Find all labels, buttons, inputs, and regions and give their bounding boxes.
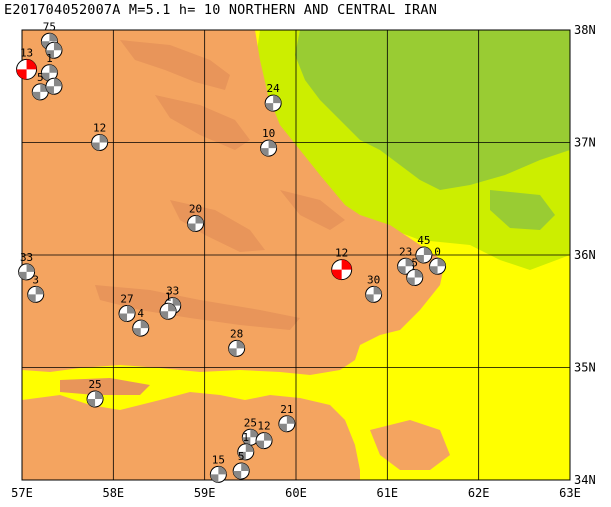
mountain-ridge-3 — [170, 200, 265, 252]
event-depth-label: 24 — [267, 82, 281, 95]
focal-mechanism-beachball: 15 — [209, 453, 227, 483]
event-depth-label: 0 — [434, 245, 441, 258]
focal-mechanism-beachball — [45, 77, 63, 95]
focal-mechanism-beachball: 21 — [278, 403, 296, 433]
longitude-tick-label: 59E — [194, 486, 216, 500]
event-depth-label: 4 — [137, 307, 144, 320]
event-depth-label: 12 — [93, 122, 106, 135]
event-depth-label: 13 — [20, 46, 33, 59]
event-depth-label: 33 — [20, 251, 33, 264]
lat-lon-grid — [22, 30, 570, 480]
event-depth-label: 28 — [230, 327, 243, 340]
event-depth-label: 45 — [417, 234, 430, 247]
main-event-beachball: 12 — [331, 247, 353, 281]
longitude-tick-label: 62E — [468, 486, 490, 500]
focal-mechanism-beachball: 10 — [260, 127, 278, 157]
event-depth-label: 5 — [37, 71, 44, 84]
focal-mechanism-beachball: 30 — [365, 273, 383, 303]
mountain-ridge-4 — [95, 285, 300, 330]
latitude-tick-label: 38N — [574, 23, 596, 37]
focal-mechanism-beachball — [45, 41, 63, 59]
mountain-ridge-2 — [155, 95, 250, 150]
upland-area-east — [370, 420, 450, 470]
event-depth-label: 25 — [244, 416, 257, 429]
latitude-tick-label: 34N — [574, 473, 596, 487]
focal-mechanism-beachball: 12 — [255, 420, 273, 450]
focal-mechanism-beachball: 24 — [264, 82, 282, 112]
focal-mechanism-beachball: 5 — [406, 257, 424, 286]
focal-mechanism-beachball: 45 — [415, 234, 433, 264]
focal-mechanism-beachball: 28 — [228, 327, 246, 357]
focal-mechanism-beachball: 4 — [132, 307, 150, 337]
longitude-tick-label: 60E — [285, 486, 307, 500]
focal-mechanism-beachball: 1 — [237, 431, 255, 461]
latitude-tick-label: 37N — [574, 136, 596, 150]
focal-mechanism-beachball: 1 — [159, 290, 177, 320]
focal-mechanism-beachball: 20 — [187, 203, 205, 232]
event-depth-label: 5 — [238, 450, 245, 463]
hill-area — [295, 30, 570, 190]
latitude-tick-label: 36N — [574, 248, 596, 262]
longitude-tick-label: 61E — [376, 486, 398, 500]
focal-mechanism-beachball: 25 — [86, 378, 104, 408]
event-depth-label: 21 — [280, 403, 293, 416]
focal-mechanism-beachball: 3 — [27, 273, 45, 303]
northwest-event-beachball: 13 — [16, 46, 38, 80]
event-depth-label: 1 — [242, 431, 249, 444]
focal-mechanism-beachball: 1 — [40, 52, 58, 82]
longitude-tick-label: 58E — [102, 486, 124, 500]
event-depth-label: 5 — [411, 257, 418, 270]
focal-mechanism-beachball: 23 — [397, 245, 415, 275]
event-depth-label: 3 — [32, 273, 39, 286]
event-depth-label: 12 — [335, 247, 348, 260]
event-depth-label: 30 — [367, 273, 380, 286]
map-title: E20170405200​7A M=5.1 h= 10 NORTHERN AND… — [4, 2, 438, 18]
focal-mechanism-beachball: 0 — [429, 245, 447, 275]
event-depth-label: 20 — [189, 203, 202, 216]
focal-mechanism-beachball: 5 — [232, 450, 250, 480]
longitude-tick-label: 63E — [559, 486, 581, 500]
focal-mechanism-beachball: 12 — [91, 122, 109, 151]
longitude-tick-labels: 57E 58E 59E 60E 61E 62E 63E — [11, 486, 581, 500]
longitude-tick-label: 57E — [11, 486, 33, 500]
event-depth-label: 75 — [43, 20, 56, 33]
event-depth-label: 15 — [212, 453, 225, 466]
event-depth-label: 25 — [88, 378, 101, 391]
latitude-tick-labels: 38N 37N 36N 35N 34N — [574, 23, 596, 487]
focal-mechanism-beachball: 33 — [18, 251, 36, 281]
event-depth-label: 1 — [46, 52, 53, 65]
event-depth-label: 23 — [399, 245, 412, 258]
latitude-tick-label: 35N — [574, 361, 596, 375]
event-depth-label: 12 — [257, 420, 270, 433]
event-depth-label: 27 — [120, 293, 133, 306]
mountain-ridge — [120, 40, 230, 90]
event-depth-label: 1 — [165, 290, 172, 303]
hill-area-2 — [490, 190, 555, 230]
focal-mechanism-beachball: 5 — [31, 71, 49, 101]
upland-area-south — [22, 392, 360, 480]
focal-mechanism-beachball: 27 — [118, 293, 136, 322]
event-depth-label: 10 — [262, 127, 275, 140]
mountain-ridge-6 — [60, 378, 150, 395]
event-depth-label: 33 — [166, 285, 179, 298]
map-frame — [21, 29, 571, 481]
